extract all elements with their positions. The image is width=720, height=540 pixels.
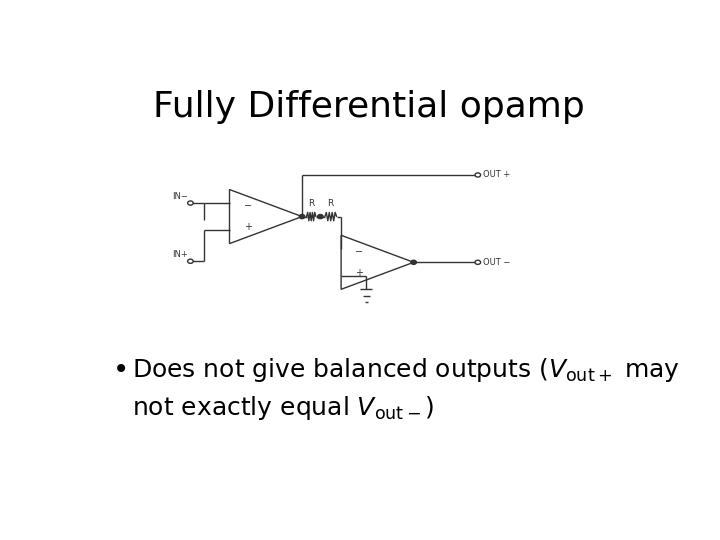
Circle shape [188,201,193,205]
Text: Fully Differential opamp: Fully Differential opamp [153,90,585,124]
Text: OUT +: OUT + [483,171,510,179]
Text: IN−: IN− [172,192,188,201]
Circle shape [475,173,481,177]
Text: +: + [355,268,363,278]
Circle shape [300,214,305,219]
Text: not exactly equal $V_{\mathsf{out-}}$): not exactly equal $V_{\mathsf{out-}}$) [132,394,434,422]
Circle shape [188,259,193,264]
Text: R: R [308,199,315,208]
Text: +: + [243,222,251,232]
Text: Does not give balanced outputs ($V_{\mathsf{out+}}$ may: Does not give balanced outputs ($V_{\mat… [132,356,680,384]
Text: OUT −: OUT − [483,258,510,267]
Circle shape [475,260,481,265]
Text: •: • [112,356,129,384]
Text: −: − [243,201,252,211]
Circle shape [411,260,416,265]
Text: IN+: IN+ [172,250,188,259]
Text: −: − [355,247,364,257]
Circle shape [318,214,323,219]
Text: R: R [328,199,334,208]
